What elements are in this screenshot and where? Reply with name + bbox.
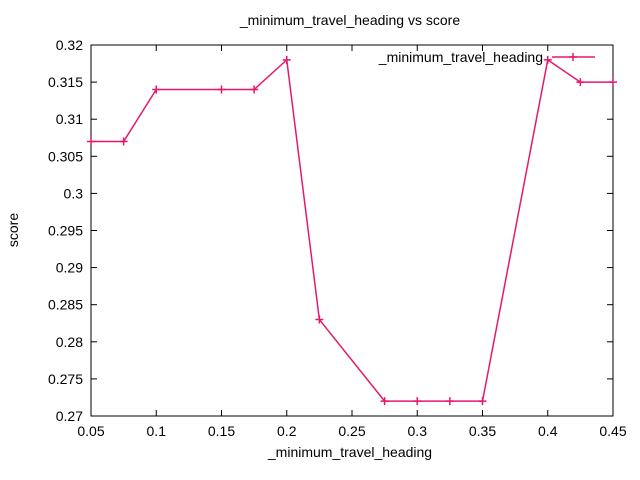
y-tick-label: 0.29: [56, 260, 83, 276]
x-tick-label: 0.35: [469, 423, 496, 439]
data-point: [250, 85, 259, 94]
x-tick-label: 0.25: [338, 423, 365, 439]
axis-ticks: 0.05 0.1 0.15 0.2 0.25 0.3 0.35 0.4 0.45 0.27 0.27…: [48, 37, 627, 439]
x-tick-label: 0.15: [208, 423, 235, 439]
data-point: [478, 397, 487, 406]
x-tick-label: 0.1: [147, 423, 167, 439]
data-point: [576, 78, 585, 87]
data-point: [119, 137, 128, 146]
x-tick-label: 0.2: [277, 423, 297, 439]
x-tick-label: 0.3: [408, 423, 428, 439]
data-point: [445, 397, 454, 406]
data-point: [217, 85, 226, 94]
y-tick-label: 0.3: [64, 185, 84, 201]
data-point: [609, 78, 617, 87]
y-tick-label: 0.27: [56, 408, 83, 424]
series-layer: [87, 55, 617, 406]
data-point: [152, 85, 161, 94]
y-tick-label: 0.31: [56, 111, 83, 127]
y-tick-label: 0.285: [48, 297, 83, 313]
y-tick-label: 0.28: [56, 334, 83, 350]
y-tick-label: 0.305: [48, 148, 83, 164]
x-tick-label: 0.4: [538, 423, 558, 439]
legend-label: _minimum_travel_heading: [378, 49, 543, 65]
x-axis-label: _minimum_travel_heading: [267, 444, 432, 460]
data-point: [413, 397, 422, 406]
data-point: [380, 397, 389, 406]
chart-title: _minimum_travel_heading vs score: [239, 12, 460, 28]
data-point: [282, 55, 291, 64]
x-tick-label: 0.45: [599, 423, 626, 439]
legend: _minimum_travel_heading: [378, 49, 595, 65]
data-point: [315, 315, 324, 324]
y-tick-label: 0.295: [48, 223, 83, 239]
y-tick-label: 0.315: [48, 74, 83, 90]
legend-marker: [569, 53, 577, 61]
plot-frame: [90, 44, 614, 417]
series-line: [91, 58, 613, 402]
y-tick-label: 0.275: [48, 371, 83, 387]
x-tick-label: 0.05: [77, 423, 104, 439]
y-axis-label: score: [5, 213, 21, 247]
data-point: [543, 55, 552, 64]
y-tick-label: 0.32: [56, 37, 83, 53]
data-point: [87, 137, 95, 146]
